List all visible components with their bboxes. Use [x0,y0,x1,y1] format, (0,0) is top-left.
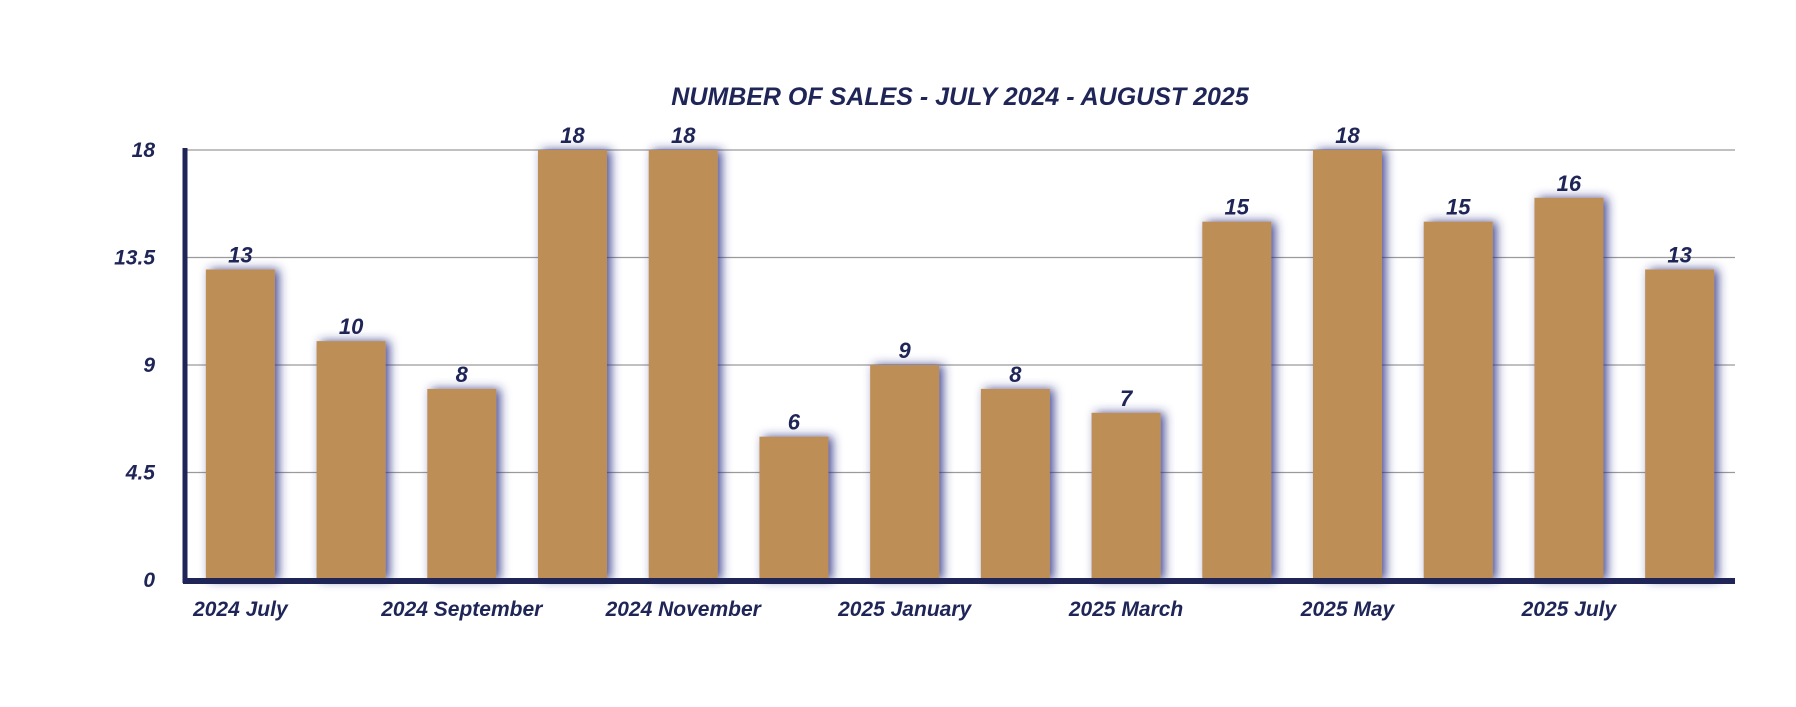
y-tick-label: 13.5 [114,247,155,270]
data-label: 10 [339,314,364,339]
x-tick-label: 2024 July [192,598,289,621]
data-label: 13 [228,242,252,267]
bar [1534,197,1604,580]
data-label: 7 [1120,386,1134,411]
x-tick-label: 2025 March [1068,598,1183,621]
axes [182,148,1735,584]
bar [980,388,1050,580]
x-tick-label: 2024 November [605,598,763,621]
x-tick-label: 2025 January [837,598,972,621]
y-tick-label: 0 [143,569,155,592]
bar [870,365,940,580]
chart-title: NUMBER OF SALES - JULY 2024 - AUGUST 202… [671,83,1250,111]
bar [538,150,607,580]
data-label: 9 [899,338,912,363]
data-label: 8 [1009,362,1022,387]
bar [1313,150,1382,580]
y-tick-label: 9 [143,354,155,377]
bar [427,388,497,580]
bar [648,150,718,580]
y-tick-label: 18 [132,139,156,162]
data-label: 6 [788,410,801,435]
data-label: 8 [456,362,469,387]
x-tick-label: 2025 May [1300,598,1396,621]
bar [1091,412,1161,580]
data-label: 18 [1335,123,1360,148]
bar [1202,221,1272,580]
x-tick-label: 2025 July [1521,598,1618,621]
bar [1423,221,1493,580]
bar [1645,269,1715,580]
x-tick-label: 2024 September [380,598,544,621]
data-label: 15 [1446,195,1471,220]
bars [205,150,1715,580]
y-tick-label: 4.5 [125,462,156,485]
labels: 0 4.5 9 13.5 18 13 10 8 18 18 6 9 8 7 15 18 15 16 13 2024 J… [114,123,1692,621]
bar [759,436,829,580]
data-label: 16 [1557,171,1582,196]
data-label: 15 [1225,195,1250,220]
gridlines [185,149,1735,474]
data-label: 13 [1667,242,1691,267]
data-label: 18 [560,123,585,148]
bar [316,341,386,580]
data-label: 18 [671,123,696,148]
bar [205,269,275,580]
